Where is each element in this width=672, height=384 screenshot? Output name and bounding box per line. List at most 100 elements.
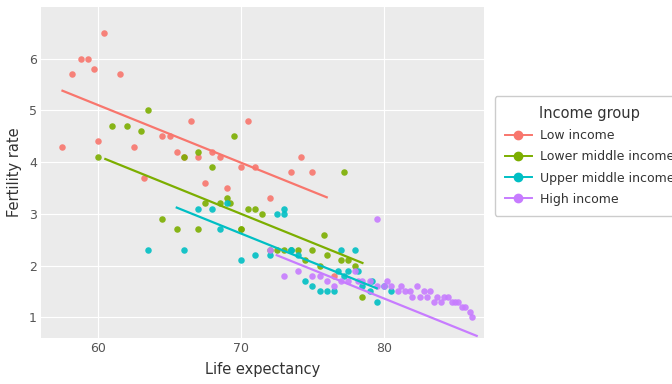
Point bbox=[214, 226, 225, 232]
Point bbox=[329, 283, 339, 289]
Point bbox=[286, 247, 296, 253]
Point bbox=[431, 293, 442, 300]
Point bbox=[357, 278, 368, 284]
Point bbox=[193, 154, 204, 160]
Point bbox=[307, 169, 318, 175]
Point bbox=[378, 283, 389, 289]
Point bbox=[143, 247, 154, 253]
Point bbox=[372, 283, 382, 289]
Point bbox=[93, 154, 103, 160]
Point bbox=[193, 149, 204, 155]
Point bbox=[453, 299, 464, 305]
Point bbox=[200, 200, 211, 207]
Point bbox=[122, 123, 132, 129]
Point bbox=[307, 283, 318, 289]
Point bbox=[286, 169, 296, 175]
Point bbox=[300, 278, 310, 284]
Point bbox=[329, 273, 339, 279]
Point bbox=[293, 268, 304, 274]
Point bbox=[424, 288, 435, 295]
Point bbox=[450, 299, 460, 305]
Point bbox=[67, 71, 78, 77]
Point bbox=[314, 273, 325, 279]
Point bbox=[207, 205, 218, 212]
Point bbox=[214, 154, 225, 160]
Point bbox=[136, 128, 146, 134]
Point bbox=[353, 268, 364, 274]
Point bbox=[236, 164, 247, 170]
Point bbox=[353, 278, 364, 284]
Point bbox=[329, 288, 339, 295]
Point bbox=[314, 288, 325, 295]
Legend: Low income, Lower middle income, Upper middle income, High income: Low income, Lower middle income, Upper m… bbox=[495, 96, 672, 216]
Point bbox=[321, 288, 332, 295]
Point bbox=[157, 216, 168, 222]
Point bbox=[364, 288, 375, 295]
Point bbox=[419, 288, 429, 295]
Point bbox=[286, 247, 296, 253]
Point bbox=[411, 283, 422, 289]
Point bbox=[264, 252, 275, 258]
Point bbox=[396, 283, 407, 289]
Point bbox=[300, 257, 310, 263]
Point bbox=[414, 293, 425, 300]
Point bbox=[143, 107, 154, 113]
Point bbox=[364, 278, 375, 284]
Point bbox=[350, 247, 361, 253]
Point bbox=[335, 247, 346, 253]
Point bbox=[392, 288, 403, 295]
Point bbox=[128, 144, 139, 150]
Point bbox=[228, 133, 239, 139]
Point bbox=[307, 273, 318, 279]
Point bbox=[221, 195, 232, 201]
Point bbox=[264, 195, 275, 201]
Point bbox=[443, 293, 454, 300]
Point bbox=[378, 283, 389, 289]
Point bbox=[89, 66, 99, 72]
Point bbox=[164, 133, 175, 139]
Point bbox=[171, 226, 182, 232]
Point bbox=[407, 293, 418, 300]
Point bbox=[386, 288, 396, 295]
Point bbox=[438, 293, 449, 300]
Point bbox=[457, 304, 468, 310]
Point bbox=[264, 247, 275, 253]
Point bbox=[333, 268, 343, 274]
X-axis label: Life expectancy: Life expectancy bbox=[205, 362, 320, 377]
Point bbox=[447, 299, 458, 305]
Point bbox=[200, 180, 211, 186]
Point bbox=[381, 278, 392, 284]
Point bbox=[460, 304, 470, 310]
Point bbox=[357, 293, 368, 300]
Point bbox=[343, 268, 353, 274]
Point bbox=[207, 164, 218, 170]
Point bbox=[236, 226, 247, 232]
Point bbox=[185, 118, 196, 124]
Point bbox=[236, 226, 247, 232]
Point bbox=[367, 278, 378, 284]
Point bbox=[278, 205, 289, 212]
Point bbox=[335, 257, 346, 263]
Point bbox=[214, 200, 225, 207]
Point bbox=[193, 226, 204, 232]
Point bbox=[207, 149, 218, 155]
Point bbox=[278, 247, 289, 253]
Point bbox=[83, 56, 93, 62]
Point bbox=[357, 283, 368, 289]
Point bbox=[339, 169, 349, 175]
Point bbox=[221, 185, 232, 191]
Point bbox=[335, 278, 346, 284]
Point bbox=[386, 283, 396, 289]
Point bbox=[429, 299, 439, 305]
Point bbox=[193, 205, 204, 212]
Point bbox=[293, 247, 304, 253]
Point bbox=[221, 200, 232, 207]
Point bbox=[57, 144, 68, 150]
Point bbox=[76, 56, 87, 62]
Point bbox=[99, 30, 110, 36]
Point bbox=[296, 154, 306, 160]
Point bbox=[321, 252, 332, 258]
Point bbox=[321, 278, 332, 284]
Point bbox=[179, 154, 190, 160]
Point bbox=[343, 257, 353, 263]
